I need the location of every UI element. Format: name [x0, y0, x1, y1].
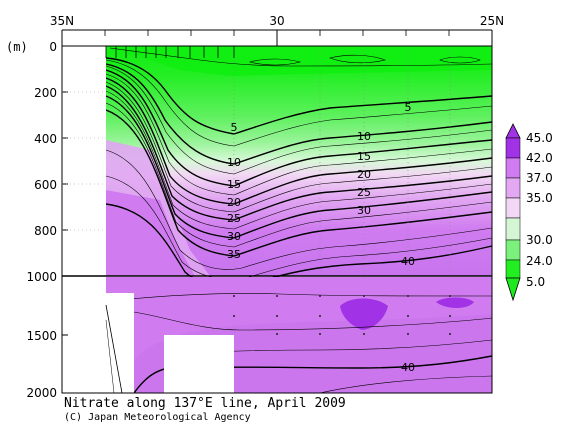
contour-label: 25 [357, 186, 371, 199]
lower-contour-thin-c [319, 375, 493, 394]
lower-contour-40 [133, 355, 493, 394]
legend-label: 35.0 [526, 191, 553, 205]
contour-label: 15 [227, 178, 241, 191]
axes [61, 29, 493, 394]
contour-thin-4 [105, 81, 493, 213]
contour-label: 20 [357, 168, 371, 181]
contour-thin-12 [439, 56, 481, 64]
chart-title: Nitrate along 137°E line, April 2009 [64, 396, 346, 411]
legend-swatch [505, 259, 521, 279]
contour-label: 15 [357, 150, 371, 163]
contour-20 [105, 77, 493, 205]
contour-35 [105, 109, 493, 257]
top-tick-label-30: 30 [269, 14, 284, 28]
legend-swatch [505, 217, 521, 241]
legend-swatch [505, 157, 521, 179]
contour-label: 40 [401, 255, 415, 268]
legend-swatch [505, 239, 521, 261]
contour-label: 30 [227, 230, 241, 243]
contour-thin-7 [105, 149, 493, 270]
contour-label: 5 [231, 121, 238, 134]
contour-thin-5 [105, 90, 493, 230]
chart-credit: (C) Japan Meteorological Agency [64, 412, 251, 423]
lower-contour-thin-d [119, 293, 493, 301]
upper-panel [62, 46, 493, 288]
y-tick-label-200: 200 [34, 86, 57, 100]
legend: 45.0 42.0 37.0 35.0 30.0 24.0 5.0 [505, 123, 553, 302]
contour-25 [105, 85, 493, 221]
contour-label: 20 [227, 196, 241, 209]
legend-label: 5.0 [526, 275, 545, 289]
y-grid [62, 91, 106, 231]
top-minor-ticks [104, 30, 450, 36]
legend-label: 37.0 [526, 171, 553, 185]
contour-thin-3 [105, 73, 493, 196]
lower-no-data-left [62, 277, 106, 393]
legend-max-arrow [505, 123, 521, 139]
upper-slope-purple [106, 190, 195, 276]
lower-no-data-wedge [106, 293, 134, 393]
contour-label: 35 [227, 248, 241, 261]
contour-thin-10 [248, 58, 302, 66]
lower-no-data-block [164, 335, 234, 393]
contour-10 [105, 63, 493, 165]
contour-thin-11 [329, 54, 386, 64]
lower-patch-1 [340, 298, 388, 330]
y-tick-label-400: 400 [34, 132, 57, 146]
y-tick-label-1500: 1500 [26, 329, 57, 343]
y-unit-label: (m) [6, 40, 28, 54]
legend-label: 30.0 [526, 233, 553, 247]
station-ticks [105, 46, 235, 58]
legend-label: 24.0 [526, 254, 553, 268]
upper-coastal-green [106, 46, 492, 76]
legend-swatch [505, 137, 521, 159]
top-major-ticks [61, 30, 493, 46]
lower-panel [62, 277, 493, 394]
contour-5 [105, 57, 493, 135]
y-tick-label-0: 0 [49, 40, 57, 54]
station-dots-lower [233, 295, 451, 335]
upper-no-data [62, 46, 106, 276]
y-tick-label-2000: 2000 [26, 386, 57, 400]
legend-label: 45.0 [526, 131, 553, 145]
lower-bathy-line-1 [105, 304, 123, 394]
y-tick-label-600: 600 [34, 178, 57, 192]
y-tick-label-800: 800 [34, 224, 57, 238]
legend-min-arrow [505, 277, 521, 302]
contour-30 [105, 95, 493, 239]
legend-swatch [505, 197, 521, 219]
y-tick-label-1000: 1000 [26, 270, 57, 284]
lower-contour-thin-a [133, 311, 493, 331]
contour-label: 10 [357, 130, 371, 143]
contour-label: 40 [401, 361, 415, 374]
lower-patch-2 [436, 297, 474, 308]
axis-labels: 35N 30 25N (m) 0 200 400 600 800 1000 15… [6, 14, 504, 400]
caption: Nitrate along 137°E line, April 2009 (C)… [64, 396, 346, 424]
contour-label: 5 [405, 101, 412, 114]
contour-thin-9 [109, 47, 493, 67]
legend-swatch [505, 177, 521, 199]
contour-15 [105, 69, 493, 187]
contour-labels: 5 5 10 10 15 15 20 20 25 25 30 30 35 40 … [227, 101, 415, 374]
contour-label: 30 [357, 204, 371, 217]
lower-bathy-line-2 [105, 319, 115, 394]
top-tick-label-35: 35N [50, 14, 74, 28]
legend-label: 42.0 [526, 151, 553, 165]
contour-label: 25 [227, 212, 241, 225]
contour-thin-1 [105, 59, 493, 147]
contour-label: 10 [227, 156, 241, 169]
contour-thin-2 [105, 65, 493, 175]
top-tick-label-25: 25N [480, 14, 504, 28]
